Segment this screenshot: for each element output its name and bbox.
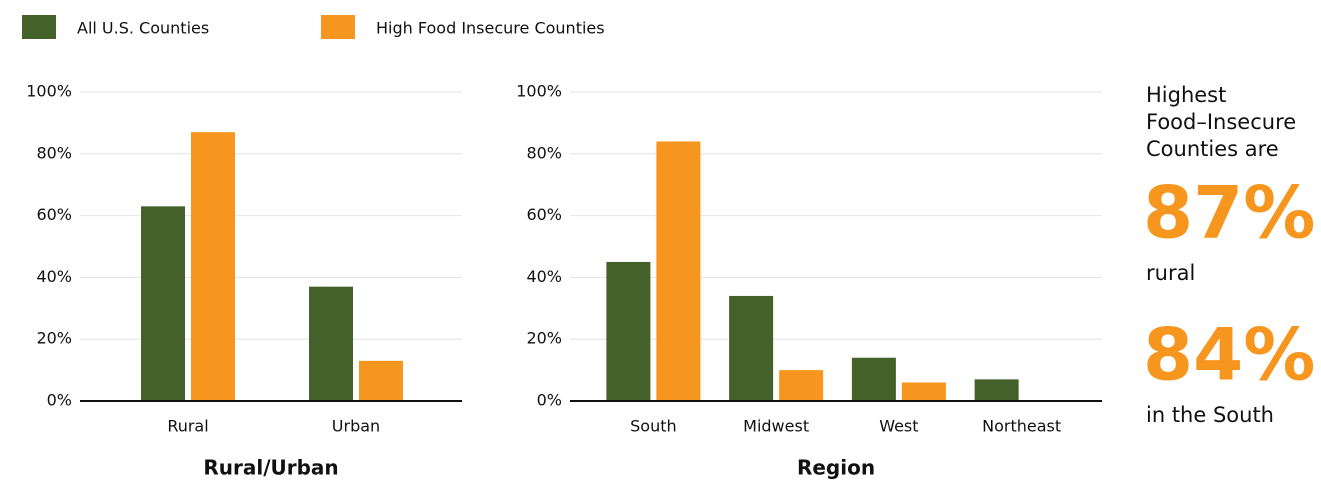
bar (901, 382, 946, 401)
callout-label: in the South (1146, 403, 1274, 427)
bar (141, 206, 185, 401)
x-tick-label: West (879, 417, 918, 436)
callout-heading: Counties are (1146, 137, 1279, 161)
bar (309, 286, 353, 401)
callout-stat: 84% (1143, 313, 1315, 397)
bar (729, 295, 774, 401)
bar (851, 357, 896, 401)
y-tick-label: 60% (36, 205, 72, 224)
y-tick-label: 0% (47, 391, 72, 410)
y-tick-label: 60% (526, 205, 562, 224)
legend-label: High Food Insecure Counties (376, 19, 605, 38)
legend-swatch (22, 15, 56, 39)
x-tick-label: Urban (332, 417, 380, 436)
bar (191, 132, 235, 402)
bar (359, 360, 403, 401)
callout-label: rural (1146, 261, 1195, 285)
bar (606, 261, 651, 401)
y-tick-label: 100% (516, 82, 562, 101)
y-tick-label: 0% (537, 391, 562, 410)
y-tick-label: 20% (526, 329, 562, 348)
legend-swatch (321, 15, 355, 39)
y-tick-label: 20% (36, 329, 72, 348)
bar (779, 370, 824, 401)
bar (974, 379, 1019, 401)
y-tick-label: 80% (526, 143, 562, 162)
axis-title: Region (797, 456, 875, 480)
x-tick-label: South (630, 417, 677, 436)
y-tick-label: 40% (526, 267, 562, 286)
callout-heading: Highest (1146, 83, 1226, 107)
y-tick-label: 100% (26, 82, 72, 101)
y-tick-label: 80% (36, 143, 72, 162)
x-tick-label: Northeast (982, 417, 1061, 436)
legend-label: All U.S. Counties (77, 19, 209, 38)
y-tick-label: 40% (36, 267, 72, 286)
bar (656, 141, 701, 401)
x-tick-label: Midwest (743, 417, 809, 436)
axis-title: Rural/Urban (203, 456, 338, 480)
callout-stat: 87% (1143, 171, 1315, 255)
callout-heading: Food–Insecure (1146, 110, 1296, 134)
x-tick-label: Rural (167, 417, 208, 436)
